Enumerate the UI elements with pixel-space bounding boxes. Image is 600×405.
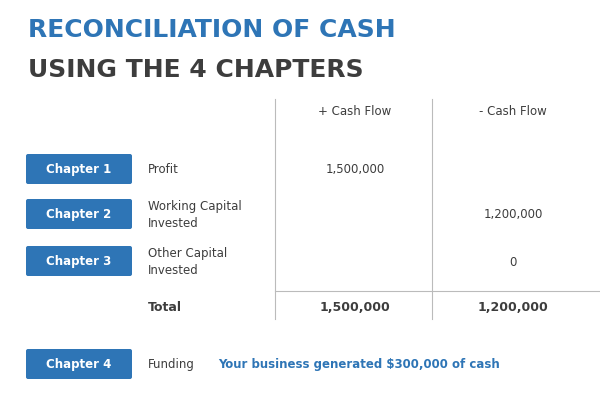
Text: Profit: Profit	[148, 163, 179, 176]
FancyBboxPatch shape	[26, 246, 132, 276]
Text: - Cash Flow: - Cash Flow	[479, 105, 547, 118]
Text: RECONCILIATION OF CASH: RECONCILIATION OF CASH	[28, 18, 395, 42]
Text: Working Capital
Invested: Working Capital Invested	[148, 200, 242, 230]
Text: Total: Total	[148, 301, 182, 314]
FancyBboxPatch shape	[26, 155, 132, 185]
Text: Chapter 2: Chapter 2	[46, 208, 112, 221]
Text: Chapter 3: Chapter 3	[46, 255, 112, 268]
Text: Chapter 4: Chapter 4	[46, 358, 112, 371]
Text: Funding: Funding	[148, 358, 195, 371]
Text: USING THE 4 CHAPTERS: USING THE 4 CHAPTERS	[28, 58, 364, 82]
Text: Chapter 1: Chapter 1	[46, 163, 112, 176]
FancyBboxPatch shape	[26, 200, 132, 230]
Text: + Cash Flow: + Cash Flow	[319, 105, 392, 118]
Text: 1,200,000: 1,200,000	[484, 208, 542, 221]
Text: 1,200,000: 1,200,000	[478, 301, 548, 314]
Text: 1,500,000: 1,500,000	[320, 301, 391, 314]
Text: 1,500,000: 1,500,000	[325, 163, 385, 176]
Text: Other Capital
Invested: Other Capital Invested	[148, 246, 227, 276]
Text: 0: 0	[509, 255, 517, 268]
Text: Your business generated $300,000 of cash: Your business generated $300,000 of cash	[218, 358, 500, 371]
FancyBboxPatch shape	[26, 349, 132, 379]
